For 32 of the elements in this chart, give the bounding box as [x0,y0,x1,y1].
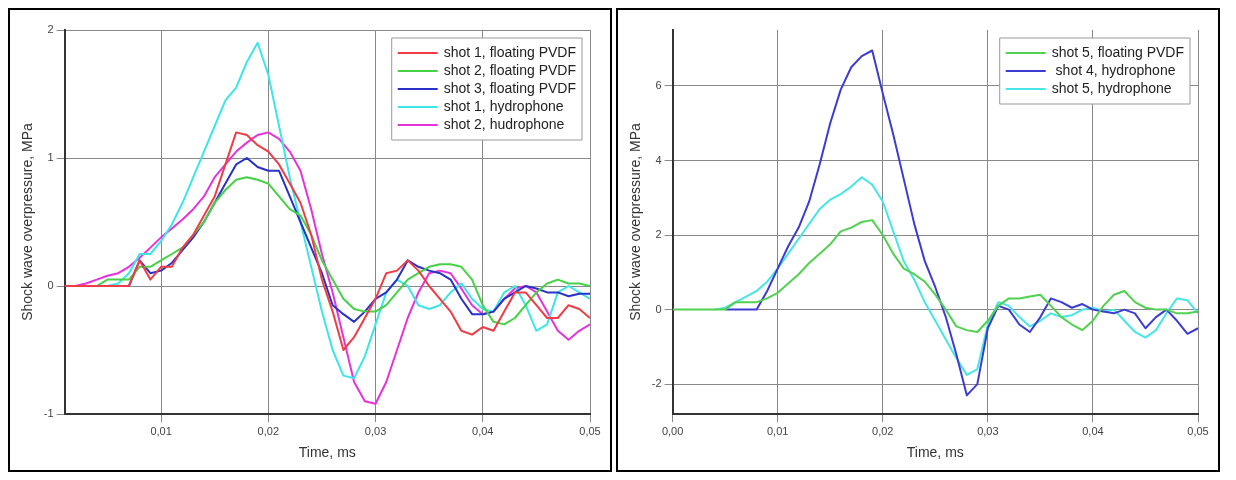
y-tick-label: 2 [655,228,662,241]
legend-label: shot 5, floating PVDF [1051,43,1185,60]
x-tick-label: 0,05 [579,424,601,437]
x-tick-label: 0,02 [257,424,280,437]
y-tick-label: -1 [43,407,54,420]
y-tick-label: 2 [47,23,54,36]
y-tick-label: 6 [655,78,662,91]
y-axis-title: Shock wave overpressure, MPa [627,122,644,321]
y-tick-label: 4 [655,153,662,166]
x-axis-title: Time, ms [298,444,356,461]
y-axis-title: Shock wave overpressure, MPa [19,122,36,321]
x-tick-label: 0,02 [872,424,894,437]
x-tick-label: 0,04 [472,424,494,437]
x-tick-label: 0,00 [661,424,684,437]
y-tick-label: 0 [655,302,662,315]
legend-label: shot 2, floating PVDF [443,61,577,78]
x-tick-label: 0,03 [977,424,999,437]
x-tick-label: 0,01 [150,424,172,437]
y-tick-label: -2 [651,377,662,390]
y-tick-label: 0 [47,279,54,292]
legend-label: shot 2, hudrophone [443,115,565,132]
x-tick-label: 0,03 [364,424,387,437]
y-tick-label: 1 [47,151,54,164]
legend-label: shot 1, hydrophone [443,97,564,114]
x-axis-title: Time, ms [906,444,964,461]
legend-label: shot 3, floating PVDF [443,79,577,96]
x-tick-label: 0,01 [766,424,789,437]
legend-label: shot 4, hydrophone [1051,61,1176,78]
legend-label: shot 1, floating PVDF [443,43,577,60]
legend-label: shot 5, hydrophone [1051,79,1172,96]
x-tick-label: 0,04 [1082,424,1104,437]
x-tick-label: 0,05 [1187,424,1209,437]
